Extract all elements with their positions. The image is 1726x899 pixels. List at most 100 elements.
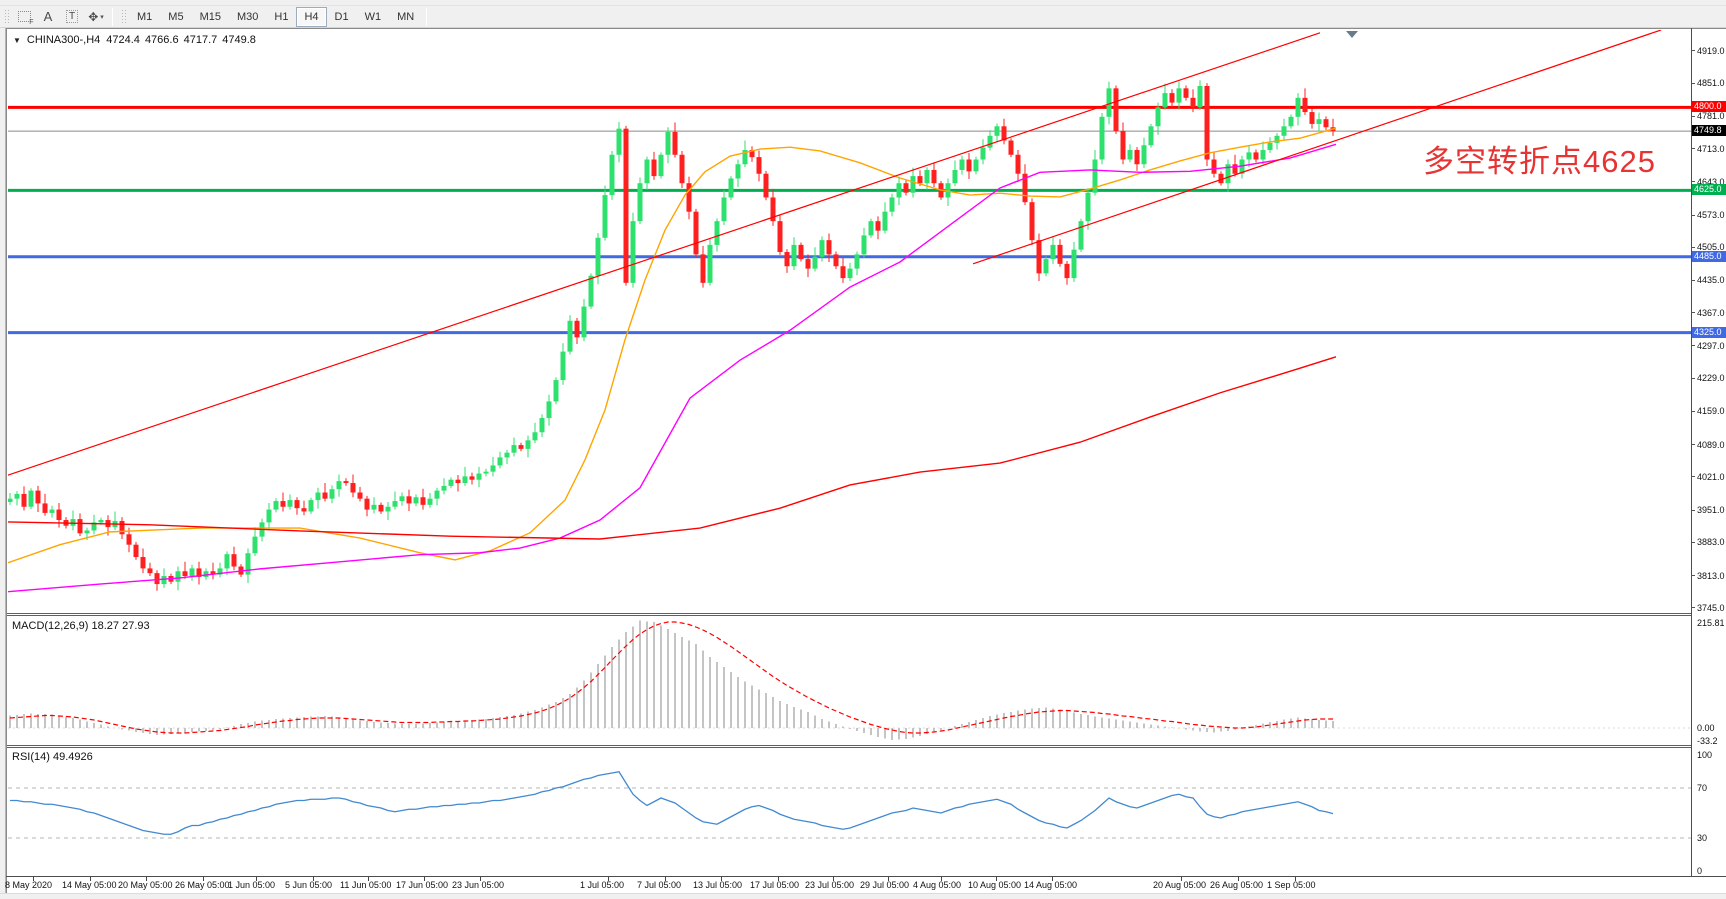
candle-body xyxy=(567,320,573,352)
time-tick-mark xyxy=(90,877,91,881)
panel-separator-macd[interactable] xyxy=(7,613,1691,616)
time-axis-label: 17 Jul 05:00 xyxy=(750,880,800,890)
chart-window[interactable] xyxy=(6,28,1726,899)
chevron-down-icon[interactable]: ▼ xyxy=(13,35,21,45)
candle-body xyxy=(1162,93,1168,108)
candle-body xyxy=(812,256,818,269)
grid-period-icon[interactable]: F xyxy=(13,8,35,26)
candle-body xyxy=(434,490,440,499)
candle-body xyxy=(651,159,657,177)
time-tick-mark xyxy=(721,877,722,881)
price-tick-label: 4435.0 xyxy=(1697,275,1725,286)
text-label-icon[interactable]: A xyxy=(43,9,53,24)
timeframe-button-mn[interactable]: MN xyxy=(397,10,415,23)
timeframe-button-m5[interactable]: M5 xyxy=(168,10,184,23)
candle-body xyxy=(364,498,370,510)
timeframe-button-h4[interactable]: H4 xyxy=(296,6,327,27)
rsi-axis-label: 100 xyxy=(1697,750,1713,760)
chart-annotation-text[interactable]: 多空转折点4625 xyxy=(1423,144,1656,179)
candle-body xyxy=(147,568,153,574)
timeframe-button-d1[interactable]: D1 xyxy=(334,10,349,23)
candle-body xyxy=(1239,159,1245,174)
candle-body xyxy=(1281,126,1287,136)
trendline-1[interactable] xyxy=(8,32,1321,478)
candle-body xyxy=(119,520,125,535)
timeframe-button-w1[interactable]: W1 xyxy=(364,10,382,23)
candle-body xyxy=(903,183,909,193)
time-axis-label: 14 Aug 05:00 xyxy=(1024,880,1078,890)
macd-indicator-label: MACD(12,26,9) 18.27 27.93 xyxy=(12,620,150,632)
ohlc-close: 4749.8 xyxy=(222,34,256,46)
candle-body xyxy=(1022,173,1028,203)
candle-body xyxy=(1106,88,1112,117)
candle-body xyxy=(924,169,930,184)
candle-body xyxy=(336,481,342,490)
candle-body xyxy=(1225,164,1231,184)
timeframe-button-m1[interactable]: M1 xyxy=(137,10,153,23)
time-tick-mark xyxy=(1295,877,1296,881)
candle-body xyxy=(413,497,419,504)
candle-body xyxy=(231,554,237,567)
time-axis-label: 23 Jul 05:00 xyxy=(805,880,855,890)
price-tick-label: 4573.0 xyxy=(1697,210,1725,220)
candle-body xyxy=(1113,88,1119,132)
time-axis-label: 13 Jul 05:00 xyxy=(693,880,743,890)
symbol-label: CHINA300-,H4 xyxy=(26,34,101,46)
candle-body xyxy=(1085,192,1091,222)
timeframe-button-m30[interactable]: M30 xyxy=(236,10,259,23)
price-tick-mark xyxy=(1691,115,1695,117)
toolbar-drag-handle[interactable] xyxy=(4,8,10,25)
candle-body xyxy=(546,401,552,419)
candle-body xyxy=(896,183,902,198)
candle-body xyxy=(1050,244,1056,260)
text-box-icon[interactable]: T xyxy=(61,8,83,26)
candle-body xyxy=(1029,202,1035,241)
time-axis-label: 17 Jun 05:00 xyxy=(396,880,449,890)
candle-body xyxy=(574,320,580,338)
candle-body xyxy=(1071,249,1077,279)
chart-plot-area[interactable] xyxy=(8,30,1691,876)
arrow-objects-icon[interactable]: ✥ ▾ xyxy=(88,9,104,24)
timeframe-button-h1[interactable]: H1 xyxy=(274,10,289,23)
candle-body xyxy=(462,476,468,484)
price-tick-mark xyxy=(1691,444,1695,446)
panel-separator-rsi[interactable] xyxy=(7,745,1691,748)
timeframe-button-m15[interactable]: M15 xyxy=(199,10,221,23)
price-tick-label: 3745.0 xyxy=(1697,602,1725,613)
candle-body xyxy=(91,522,97,531)
price-tick-mark xyxy=(1691,476,1695,478)
candle-body xyxy=(399,496,405,502)
price-tick-mark xyxy=(1691,509,1695,511)
time-tick-mark xyxy=(1238,877,1239,881)
candle-body xyxy=(35,490,41,504)
chart-shift-marker-icon[interactable] xyxy=(1346,31,1358,38)
time-axis-label: 26 Aug 05:00 xyxy=(1210,880,1264,890)
rsi-indicator-label: RSI(14) 49.4926 xyxy=(12,751,93,763)
timeframe-group: M1 M5 M15 M30 H1 H4 D1 W1 MN xyxy=(129,6,422,27)
candle-body xyxy=(42,503,48,513)
candle-body xyxy=(315,492,321,501)
candle-body xyxy=(1148,126,1154,146)
candle-body xyxy=(448,479,454,486)
candle-body xyxy=(154,573,160,585)
candle-body xyxy=(630,221,636,283)
candle-body xyxy=(721,197,727,222)
price-tick-mark xyxy=(1691,148,1695,150)
candle-body xyxy=(84,530,90,534)
candle-body xyxy=(1092,159,1098,193)
macd-axis-label: -33.2 xyxy=(1697,736,1718,746)
candle-body xyxy=(693,211,699,255)
toolbar-drag-handle[interactable] xyxy=(121,8,127,25)
time-tick-mark xyxy=(778,877,779,881)
candle-body xyxy=(357,492,363,499)
time-tick-mark xyxy=(665,877,666,881)
candle-body xyxy=(140,557,146,569)
candle-body xyxy=(861,235,867,255)
trendline-2[interactable] xyxy=(972,30,1662,265)
time-tick-mark xyxy=(256,877,257,881)
price-tick-label: 3813.0 xyxy=(1697,570,1725,581)
candle-body xyxy=(1008,140,1014,155)
candle-body xyxy=(1057,244,1063,264)
candle-body xyxy=(833,254,839,267)
candle-body xyxy=(1253,152,1259,160)
